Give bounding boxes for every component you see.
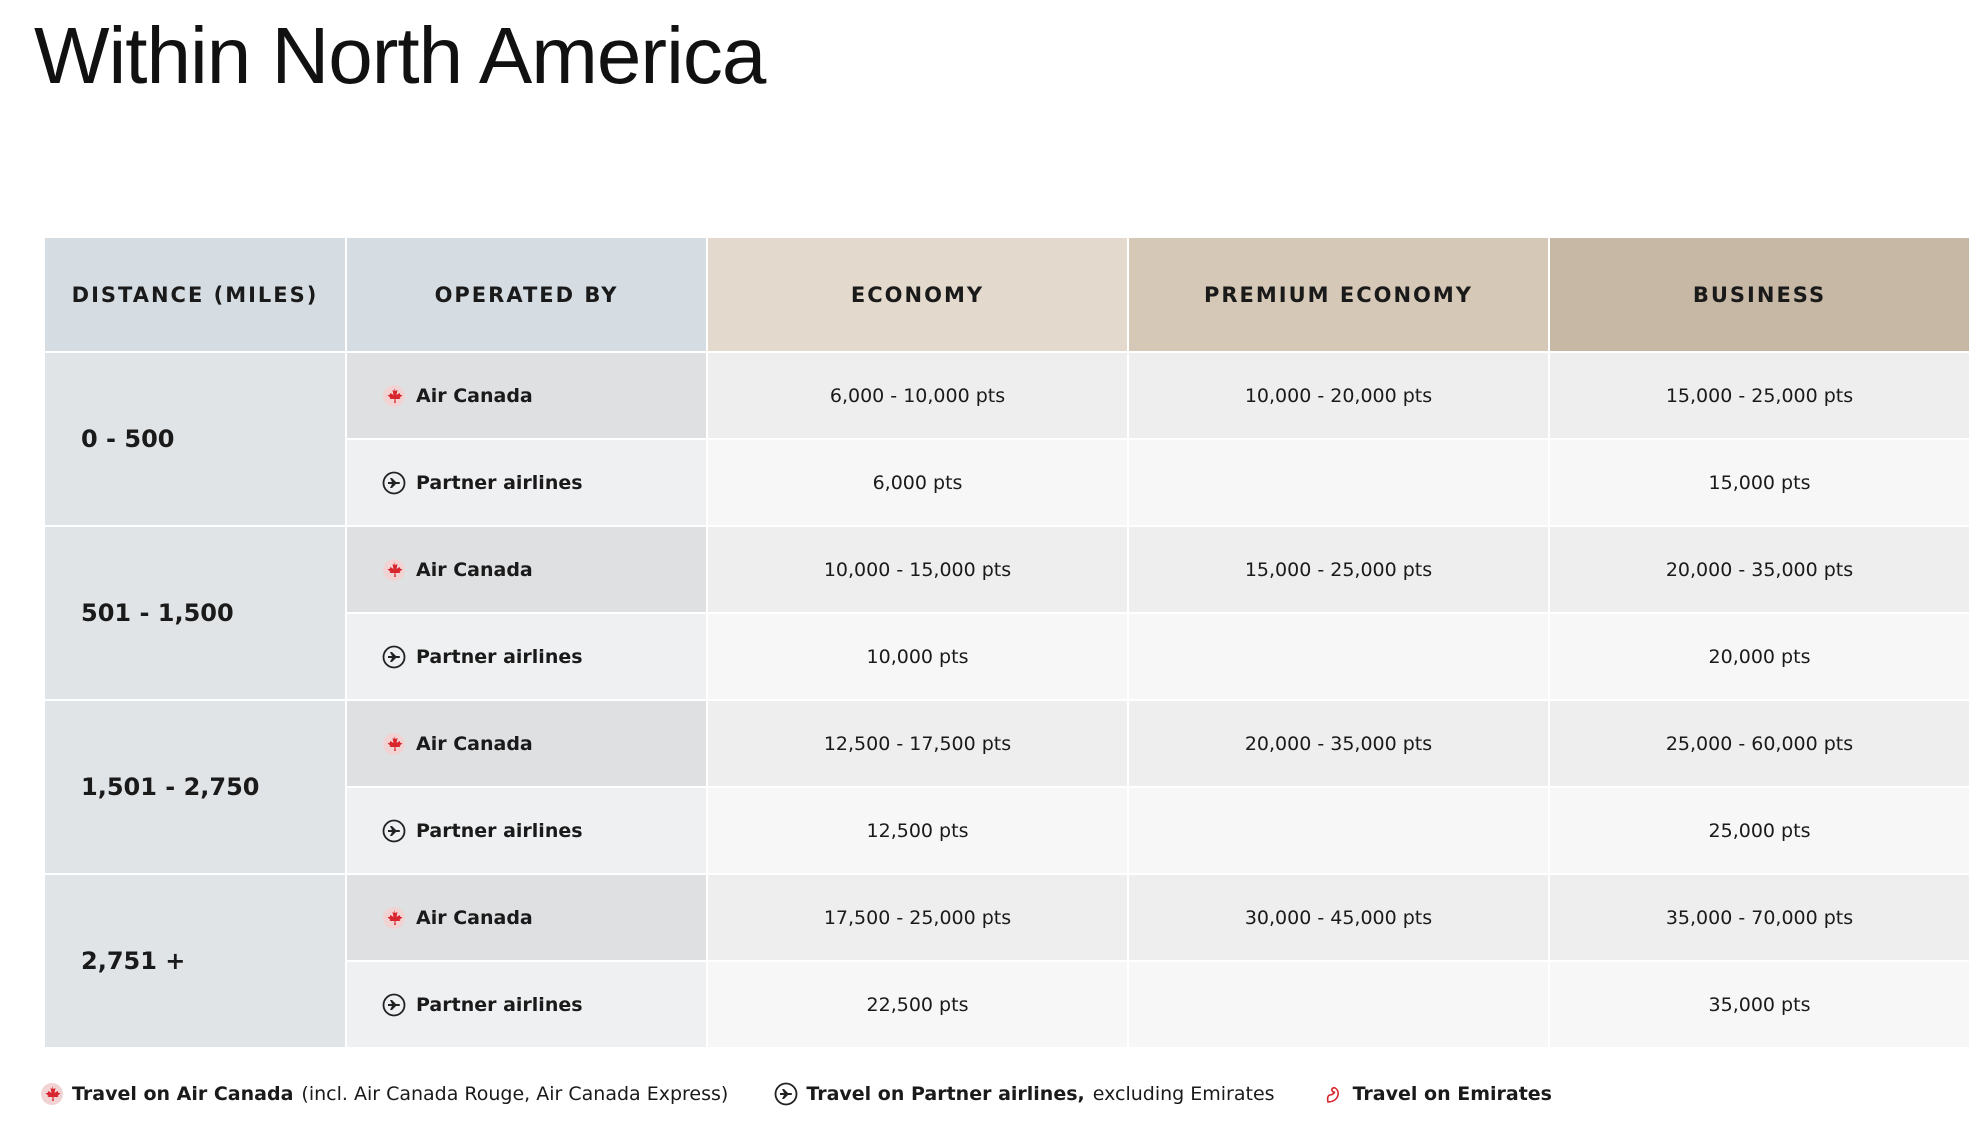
legend-item: Travel on Air Canada (incl. Air Canada Ro… xyxy=(40,1082,728,1106)
points-cell: 30,000 - 45,000 pts xyxy=(1129,875,1548,960)
points-cell: 6,000 - 10,000 pts xyxy=(708,353,1127,438)
operator-name: Partner airlines xyxy=(416,819,583,842)
page-title: Within North America xyxy=(34,11,766,100)
points-cell: 35,000 - 70,000 pts xyxy=(1550,875,1969,960)
points-cell: 10,000 - 15,000 pts xyxy=(708,527,1127,612)
points-cell: 15,000 - 25,000 pts xyxy=(1129,527,1548,612)
legend-item: Travel on Partner airlines, excluding Emi… xyxy=(774,1082,1275,1106)
legend: Travel on Air Canada (incl. Air Canada Ro… xyxy=(40,1082,1552,1106)
distance-cell: 0 - 500 xyxy=(45,353,345,525)
operator-name: Partner airlines xyxy=(416,471,583,494)
points-cell: 12,500 - 17,500 pts xyxy=(708,701,1127,786)
points-cell: 20,000 - 35,000 pts xyxy=(1550,527,1969,612)
empty-cell xyxy=(1129,440,1548,525)
distance-cell: 1,501 - 2,750 xyxy=(45,701,345,873)
legend-text: (incl. Air Canada Rouge, Air Canada Expr… xyxy=(301,1083,729,1105)
points-cell: 15,000 pts xyxy=(1550,440,1969,525)
award-table: DISTANCE (MILES) OPERATED BY ECONOMY PREMIU… xyxy=(45,238,1969,1047)
legend-text: excluding Emirates xyxy=(1092,1083,1275,1105)
legend-bold: Travel on Partner airlines, xyxy=(806,1083,1085,1105)
empty-cell xyxy=(1129,614,1548,699)
points-cell: 12,500 pts xyxy=(708,788,1127,873)
points-cell: 20,000 pts xyxy=(1550,614,1969,699)
legend-item: Travel on Emirates xyxy=(1321,1082,1552,1106)
operator-name: Air Canada xyxy=(416,384,533,407)
column-header: BUSINESS xyxy=(1550,238,1969,351)
points-cell: 35,000 pts xyxy=(1550,962,1969,1047)
legend-bold: Travel on Air Canada xyxy=(72,1083,294,1105)
operator-name: Air Canada xyxy=(416,906,533,929)
operator-name: Partner airlines xyxy=(416,645,583,668)
points-cell: 17,500 - 25,000 pts xyxy=(708,875,1127,960)
empty-cell xyxy=(1129,788,1548,873)
column-header: DISTANCE (MILES) xyxy=(45,238,345,351)
points-cell: 15,000 - 25,000 pts xyxy=(1550,353,1969,438)
points-cell: 10,000 - 20,000 pts xyxy=(1129,353,1548,438)
operator-cell: Air Canada xyxy=(347,701,706,786)
operator-cell: Partner airlines xyxy=(347,614,706,699)
points-cell: 6,000 pts xyxy=(708,440,1127,525)
operator-cell: Air Canada xyxy=(347,527,706,612)
points-cell: 20,000 - 35,000 pts xyxy=(1129,701,1548,786)
operator-name: Partner airlines xyxy=(416,993,583,1016)
legend-bold: Travel on Emirates xyxy=(1352,1083,1552,1105)
points-cell: 25,000 - 60,000 pts xyxy=(1550,701,1969,786)
operator-cell: Air Canada xyxy=(347,353,706,438)
operator-cell: Partner airlines xyxy=(347,440,706,525)
points-cell: 22,500 pts xyxy=(708,962,1127,1047)
operator-cell: Air Canada xyxy=(347,875,706,960)
distance-cell: 501 - 1,500 xyxy=(45,527,345,699)
operator-cell: Partner airlines xyxy=(347,788,706,873)
distance-cell: 2,751 + xyxy=(45,875,345,1047)
empty-cell xyxy=(1129,962,1548,1047)
column-header: OPERATED BY xyxy=(347,238,706,351)
column-header: PREMIUM ECONOMY xyxy=(1129,238,1548,351)
operator-name: Air Canada xyxy=(416,558,533,581)
operator-cell: Partner airlines xyxy=(347,962,706,1047)
operator-name: Air Canada xyxy=(416,732,533,755)
column-header: ECONOMY xyxy=(708,238,1127,351)
points-cell: 10,000 pts xyxy=(708,614,1127,699)
points-cell: 25,000 pts xyxy=(1550,788,1969,873)
